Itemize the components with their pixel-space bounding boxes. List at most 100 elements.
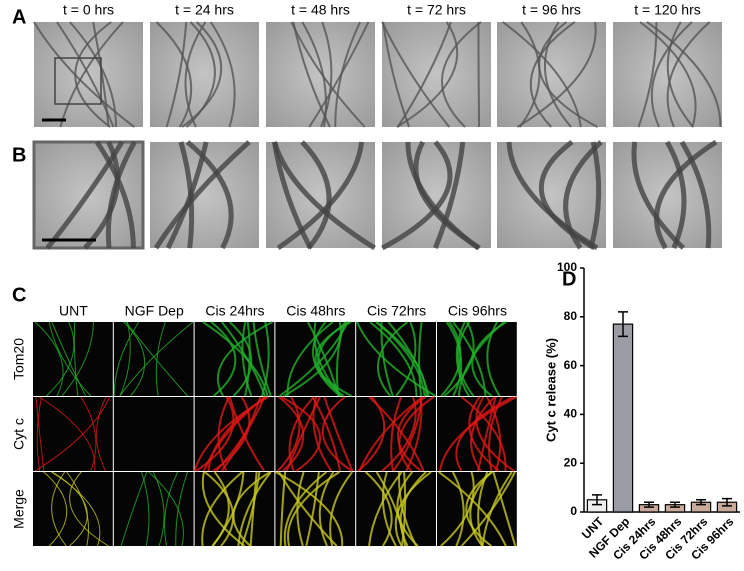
neurite <box>283 321 342 397</box>
neurite <box>80 396 97 472</box>
neurite <box>364 471 393 547</box>
y-tick-label: 60 <box>564 358 578 372</box>
neurite <box>275 471 344 547</box>
neurite <box>296 471 305 547</box>
error-bar <box>644 501 654 508</box>
column-label: UNT <box>59 303 88 319</box>
neurite <box>279 471 287 547</box>
neurite <box>69 21 117 128</box>
neurite <box>237 471 272 547</box>
error-bar <box>618 311 628 338</box>
neurite <box>666 21 694 128</box>
neurite <box>376 321 409 397</box>
neurite <box>277 396 301 472</box>
neurite <box>646 21 722 128</box>
row-label: Cyt c <box>11 418 27 450</box>
neurite <box>445 321 463 397</box>
neurite <box>405 396 423 472</box>
neurite <box>654 139 718 250</box>
neurite <box>381 471 397 547</box>
neurite <box>529 21 576 128</box>
neurite <box>228 321 253 397</box>
neurite <box>178 141 195 249</box>
neurite <box>460 396 507 472</box>
neurite <box>471 321 507 397</box>
fluorescence-image <box>113 472 194 546</box>
neurite <box>381 21 451 128</box>
neurite <box>481 471 513 547</box>
neurite <box>51 321 87 397</box>
neurite <box>278 396 305 472</box>
time-label: t = 24 hrs <box>175 2 234 18</box>
neurite <box>399 471 427 547</box>
bar <box>612 323 634 513</box>
neurite <box>455 321 470 397</box>
neurite <box>66 471 90 547</box>
neurite <box>276 141 365 251</box>
neurite <box>312 396 333 472</box>
neurite <box>141 471 150 547</box>
neurite <box>34 321 64 397</box>
neurite <box>241 321 253 397</box>
neurite <box>51 471 101 547</box>
neurite <box>249 471 258 547</box>
neurite <box>125 321 189 397</box>
neurite <box>321 396 353 472</box>
column-label: NGF Dep <box>125 303 184 319</box>
error-bar <box>722 497 732 507</box>
neurite <box>195 396 235 472</box>
time-label: t = 120 hrs <box>634 2 701 18</box>
neurite <box>457 321 475 397</box>
neurite <box>477 21 481 128</box>
neurite <box>666 21 711 128</box>
neurite <box>639 21 697 128</box>
neurite <box>390 396 403 472</box>
neurite <box>56 21 115 128</box>
neurite <box>73 321 79 397</box>
y-tick-label: 80 <box>564 309 578 323</box>
neurite <box>492 471 517 547</box>
neurite <box>396 471 419 547</box>
error-bar <box>696 499 706 506</box>
y-axis-label: Cyt c release (%) <box>543 338 558 442</box>
neurite <box>451 471 465 547</box>
neurite <box>119 321 194 397</box>
neurite <box>518 21 541 128</box>
neurite <box>368 471 403 547</box>
fluorescence-image <box>356 397 436 471</box>
neurite <box>398 396 435 472</box>
neurite <box>279 321 349 397</box>
neurite <box>152 471 165 547</box>
neurite <box>477 396 497 472</box>
neurite <box>155 21 193 128</box>
y-tick-label: 100 <box>557 260 577 274</box>
panel-label: C <box>12 284 26 306</box>
neurite <box>516 21 597 128</box>
neurite <box>381 140 453 251</box>
error-bar <box>592 494 602 506</box>
neurite <box>543 21 572 128</box>
neurite <box>380 321 394 397</box>
fluorescence-image <box>33 472 113 546</box>
neurite <box>209 21 236 128</box>
neurite <box>204 471 235 547</box>
micrograph <box>266 22 375 127</box>
neurite <box>433 141 466 249</box>
column-label: Cis 24hrs <box>205 303 264 319</box>
neurite <box>155 321 166 397</box>
y-tick-label: 40 <box>564 407 578 421</box>
neurite <box>211 471 230 547</box>
neurite <box>184 21 207 128</box>
neurite <box>563 140 603 250</box>
neurite <box>202 321 269 397</box>
neurite <box>475 396 515 472</box>
time-label: t = 96 hrs <box>522 2 581 18</box>
neurite <box>314 321 353 397</box>
neurite <box>45 140 125 250</box>
column-label: Cis 96hrs <box>448 303 507 319</box>
neurite <box>413 140 481 251</box>
neurite <box>278 471 338 547</box>
neurite <box>323 396 354 472</box>
neurite <box>61 321 94 397</box>
micrograph <box>497 22 606 127</box>
